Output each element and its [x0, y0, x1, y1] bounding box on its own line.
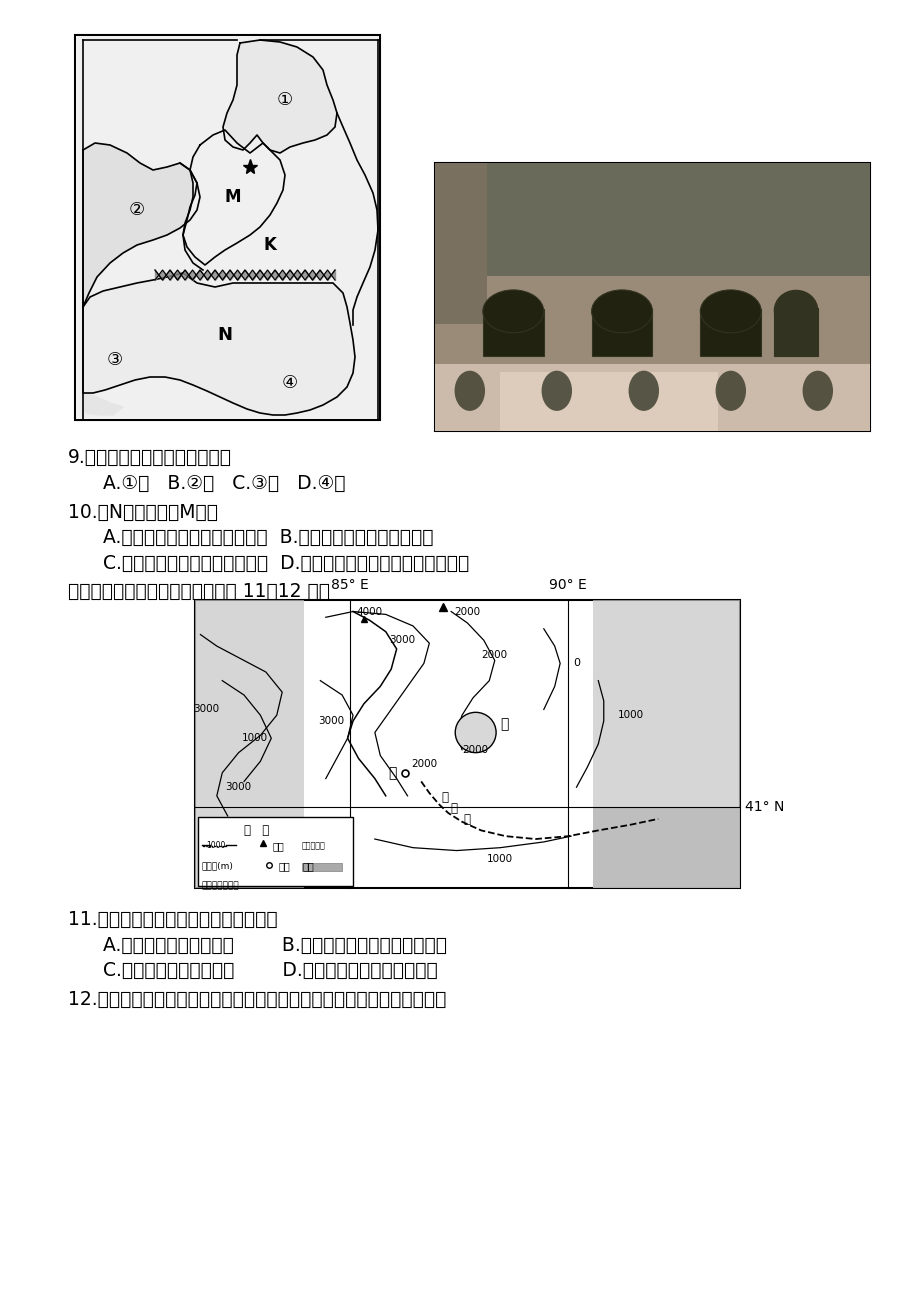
Text: 甲: 甲 [500, 717, 508, 730]
Bar [592, 600, 739, 888]
Bar [699, 309, 760, 355]
Text: 1000: 1000 [242, 733, 267, 743]
Ellipse shape [454, 371, 484, 411]
Text: ①: ① [277, 91, 293, 109]
Text: A.①地   B.②地   C.③地   D.④地: A.①地 B.②地 C.③地 D.④地 [103, 474, 346, 493]
Text: 3000: 3000 [225, 783, 252, 792]
Text: 沙漠: 沙漠 [301, 862, 313, 871]
Polygon shape [83, 307, 123, 421]
Text: 3000: 3000 [193, 704, 219, 715]
Text: 3000: 3000 [389, 635, 414, 646]
Text: 90° E: 90° E [549, 578, 586, 592]
Ellipse shape [715, 371, 745, 411]
Ellipse shape [455, 712, 495, 753]
Text: 等高线(m): 等高线(m) [202, 862, 233, 871]
Text: M: M [224, 187, 241, 206]
Bar [435, 163, 869, 431]
Text: 12.乙市是我国重要的瓜、果生产基地。制约该地发展瓜果种植的主导因素: 12.乙市是我国重要的瓜、果生产基地。制约该地发展瓜果种植的主导因素 [68, 990, 446, 1009]
Text: 读我国某区域等高线地形图，回答 11～12 题。: 读我国某区域等高线地形图，回答 11～12 题。 [68, 582, 330, 602]
Ellipse shape [591, 290, 652, 333]
Text: 河流、湖泊: 河流、湖泊 [301, 841, 325, 850]
Text: 2000: 2000 [462, 745, 488, 755]
Text: 乙: 乙 [388, 766, 396, 780]
Bar [482, 309, 543, 355]
Text: 9.图示传统民居位于区域图中的: 9.图示传统民居位于区域图中的 [68, 448, 232, 467]
Text: 1000: 1000 [618, 710, 643, 720]
Text: 季节河、季节湖: 季节河、季节湖 [202, 881, 239, 891]
Text: 41° N: 41° N [744, 801, 784, 814]
Ellipse shape [482, 290, 543, 333]
Polygon shape [222, 40, 336, 154]
Bar [774, 307, 817, 355]
Ellipse shape [541, 371, 572, 411]
Text: 1000: 1000 [486, 854, 513, 865]
Text: C.民居墙体较厚，屋顶坡度较大  D.地形较平坦，水陆交通运输更便利: C.民居墙体较厚，屋顶坡度较大 D.地形较平坦，水陆交通运输更便利 [103, 553, 469, 573]
Polygon shape [83, 143, 199, 307]
Text: 1000: 1000 [206, 841, 225, 850]
Bar [435, 163, 487, 324]
Ellipse shape [801, 371, 832, 411]
Text: 山峰: 山峰 [272, 841, 284, 852]
Bar [591, 309, 652, 355]
Ellipse shape [628, 371, 658, 411]
Bar [592, 807, 739, 888]
Bar [435, 365, 869, 431]
Text: 1000: 1000 [202, 842, 223, 852]
Text: 0: 0 [573, 659, 579, 668]
Text: C.湖泊水位季节变化较小        D.湖水主要来自冰川融水补给: C.湖泊水位季节变化较小 D.湖水主要来自冰川融水补给 [103, 961, 437, 980]
Text: 2000: 2000 [454, 607, 480, 617]
Ellipse shape [774, 290, 817, 331]
Polygon shape [83, 273, 355, 415]
Bar [76, 36, 379, 419]
Polygon shape [183, 130, 285, 266]
Text: 图   例: 图 例 [244, 824, 269, 837]
Text: 2000: 2000 [482, 650, 507, 660]
Text: 城市: 城市 [278, 862, 290, 871]
Text: 河: 河 [462, 812, 470, 825]
Bar [435, 276, 869, 365]
Text: A.内流湖，湖水盐度较高        B.注入湖泊的最大河流是孔雀河: A.内流湖，湖水盐度较高 B.注入湖泊的最大河流是孔雀河 [103, 936, 447, 954]
Text: 2000: 2000 [411, 759, 437, 769]
Text: N: N [217, 326, 233, 344]
Text: 孔: 孔 [440, 790, 448, 803]
Bar [75, 35, 380, 421]
Text: ③: ③ [107, 352, 123, 368]
Text: ②: ② [129, 201, 145, 219]
Bar [195, 600, 739, 888]
Bar [435, 163, 869, 276]
Ellipse shape [699, 290, 760, 333]
Text: 11.下列关于甲湖特征的说法，正确的是: 11.下列关于甲湖特征的说法，正确的是 [68, 910, 278, 930]
Bar [500, 372, 717, 431]
Text: 85° E: 85° E [331, 578, 369, 592]
Text: 3000: 3000 [318, 716, 344, 727]
Text: 雀: 雀 [450, 802, 457, 815]
Text: 10.与N地区相比，M地区: 10.与N地区相比，M地区 [68, 503, 218, 522]
Bar [198, 818, 353, 885]
Text: K: K [263, 236, 276, 254]
Bar [301, 863, 342, 871]
Text: 4000: 4000 [356, 607, 382, 617]
Text: ④: ④ [281, 374, 298, 392]
Text: A.年降水量较少，气温年较差大  B.河流汛期较长，含沙量较大: A.年降水量较少，气温年较差大 B.河流汛期较长，含沙量较大 [103, 529, 433, 547]
Bar [195, 600, 303, 888]
